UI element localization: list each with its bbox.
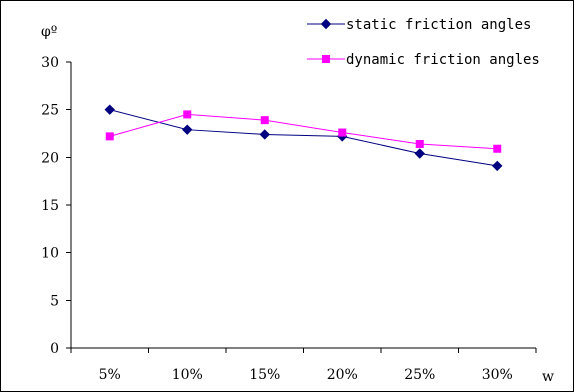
y-tick-label: 0 [50,341,59,357]
series-line [109,109,498,167]
x-tick-label: 30% [482,367,513,383]
x-tick-label: 5% [99,367,121,383]
legend-item: dynamic friction angles [307,52,540,68]
legend-label: dynamic friction angles [346,52,540,68]
data-point [493,144,502,153]
y-tick-label: 20 [41,150,59,166]
y-axis-title: φº [41,24,57,40]
series-layer [104,104,503,172]
series-2 [105,110,502,153]
y-tick-label: 15 [41,198,59,214]
x-axis-title: w [542,369,554,385]
series-line [109,113,498,150]
x-tick-label: 15% [249,367,280,383]
legend: static friction angles dynamic friction a… [307,17,540,68]
data-point [492,160,503,172]
data-point [259,129,270,140]
data-point [414,148,425,159]
y-tick-label: 5 [50,293,59,309]
x-tick-label: 20% [327,367,358,383]
legend-item: static friction angles [307,17,531,33]
data-point [105,132,114,141]
legend-label: static friction angles [346,17,531,33]
y-tick-label: 30 [41,55,59,71]
series-1 [104,104,503,172]
data-point [183,110,192,119]
x-tick-label: 10% [172,367,203,383]
axes: 0 5 10 15 20 25 30 5% 10% 15% 20% 25% 30% [41,55,537,383]
legend-marker [320,18,332,30]
data-point [104,104,115,115]
legend-marker [322,55,330,63]
x-tick-label: 25% [404,367,435,383]
data-point [260,116,269,125]
data-point [338,128,347,137]
data-point [182,124,193,135]
data-point [415,139,424,148]
y-tick-label: 25 [41,103,59,119]
y-tick-label: 10 [41,246,59,262]
